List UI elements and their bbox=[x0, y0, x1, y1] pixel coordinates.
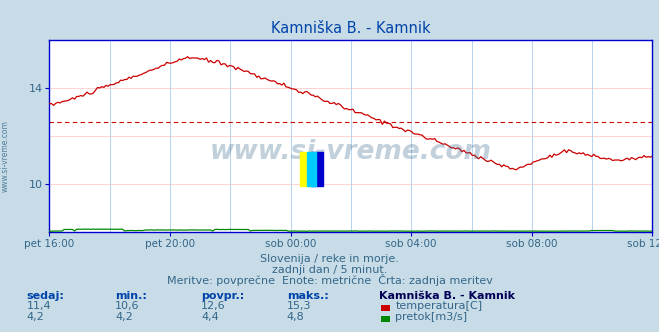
Text: 4,4: 4,4 bbox=[201, 312, 219, 322]
Text: 15,3: 15,3 bbox=[287, 301, 311, 311]
Text: 4,2: 4,2 bbox=[115, 312, 133, 322]
Text: min.:: min.: bbox=[115, 291, 147, 301]
Text: 4,2: 4,2 bbox=[26, 312, 44, 322]
Text: 10,6: 10,6 bbox=[115, 301, 140, 311]
Text: Kamniška B. - Kamnik: Kamniška B. - Kamnik bbox=[379, 291, 515, 301]
Text: povpr.:: povpr.: bbox=[201, 291, 244, 301]
Text: www.si-vreme.com: www.si-vreme.com bbox=[210, 138, 492, 165]
Text: pretok[m3/s]: pretok[m3/s] bbox=[395, 312, 467, 322]
Text: Meritve: povprečne  Enote: metrične  Črta: zadnja meritev: Meritve: povprečne Enote: metrične Črta:… bbox=[167, 274, 492, 286]
Text: 12,6: 12,6 bbox=[201, 301, 225, 311]
Text: 11,4: 11,4 bbox=[26, 301, 51, 311]
Bar bbox=[300, 151, 311, 186]
Text: Slovenija / reke in morje.: Slovenija / reke in morje. bbox=[260, 254, 399, 264]
Text: maks.:: maks.: bbox=[287, 291, 328, 301]
Text: 4,8: 4,8 bbox=[287, 312, 304, 322]
Bar bbox=[311, 151, 322, 186]
Text: temperatura[C]: temperatura[C] bbox=[395, 301, 482, 311]
Text: www.si-vreme.com: www.si-vreme.com bbox=[1, 120, 10, 192]
Polygon shape bbox=[306, 151, 316, 186]
Text: zadnji dan / 5 minut.: zadnji dan / 5 minut. bbox=[272, 265, 387, 275]
Text: sedaj:: sedaj: bbox=[26, 291, 64, 301]
Title: Kamniška B. - Kamnik: Kamniška B. - Kamnik bbox=[271, 21, 431, 36]
